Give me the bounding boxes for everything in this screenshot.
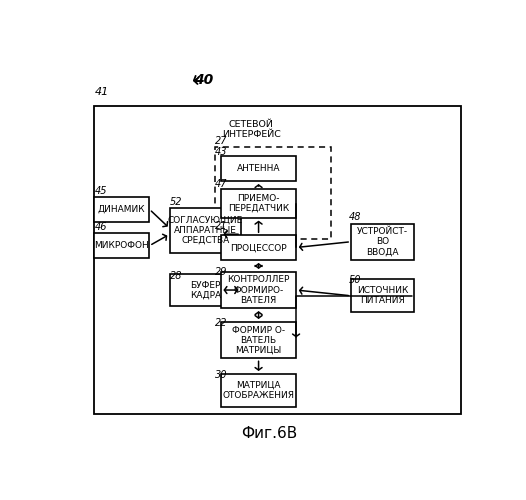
Text: СОГЛАСУЮЩИЕ
АППАРАТНЫЕ
СРЕДСТВА: СОГЛАСУЮЩИЕ АППАРАТНЫЕ СРЕДСТВА [168,216,243,245]
Bar [170,274,241,306]
Bar [221,322,296,358]
Text: 50: 50 [349,275,361,285]
Text: АНТЕННА: АНТЕННА [237,164,280,173]
Bar [94,106,461,414]
Text: 47: 47 [215,179,227,189]
Text: 41: 41 [95,86,109,97]
Text: УСТРОЙСТ-
ВО
ВВОДА: УСТРОЙСТ- ВО ВВОДА [357,228,408,256]
Text: 21: 21 [215,222,227,232]
Text: МИКРОФОН: МИКРОФОН [95,242,149,250]
Text: 48: 48 [349,212,361,222]
Text: 40: 40 [194,74,214,88]
Bar [221,374,296,406]
Bar [221,189,296,218]
Bar [94,233,149,258]
Text: КОНТРОЛЛЕР
ФОРМИРО-
ВАТЕЛЯ: КОНТРОЛЛЕР ФОРМИРО- ВАТЕЛЯ [227,276,289,304]
Text: ПРИЕМО-
ПЕРЕДАТЧИК: ПРИЕМО- ПЕРЕДАТЧИК [228,194,289,213]
Text: 27: 27 [215,136,227,146]
Bar [351,224,414,260]
Bar [215,146,331,239]
Text: ПРОЦЕССОР: ПРОЦЕССОР [230,243,287,252]
Text: 30: 30 [215,370,227,380]
Text: Фиг.6В: Фиг.6В [241,426,298,441]
Text: СЕТЕВОЙ
ИНТЕРФЕЙС: СЕТЕВОЙ ИНТЕРФЕЙС [222,120,281,139]
Text: ИСТОЧНИК
ПИТАНИЯ: ИСТОЧНИК ПИТАНИЯ [357,286,408,306]
Text: 45: 45 [95,186,108,196]
Text: ДИНАМИК: ДИНАМИК [98,204,146,214]
Bar [221,156,296,182]
Text: БУФЕР
КАДРА: БУФЕР КАДРА [190,280,221,299]
Bar [94,196,149,222]
Text: 52: 52 [170,198,182,207]
Text: 43: 43 [215,146,227,156]
Bar [170,208,241,252]
Bar [221,235,296,260]
Text: 28: 28 [170,270,182,280]
Text: 29: 29 [215,267,227,277]
Text: 46: 46 [95,222,108,232]
Text: ФОРМИР О-
ВАТЕЛЬ
МАТРИЦЫ: ФОРМИР О- ВАТЕЛЬ МАТРИЦЫ [232,326,285,354]
Text: МАТРИЦА
ОТОБРАЖЕНИЯ: МАТРИЦА ОТОБРАЖЕНИЯ [222,380,295,400]
Bar [351,280,414,312]
Bar [221,272,296,308]
Text: 22: 22 [215,318,227,328]
